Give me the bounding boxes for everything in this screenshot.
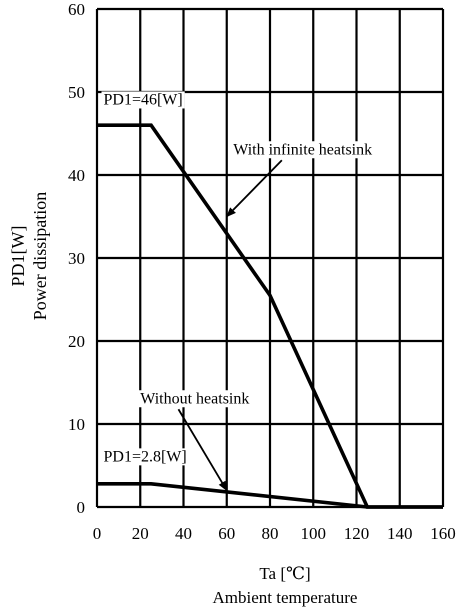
y-tick-label: 30 xyxy=(68,249,85,268)
series-layer xyxy=(97,123,443,509)
y-axis-title: PD1[W] xyxy=(8,226,28,287)
annotation-with-infinite-heatsink: With infinite heatsink xyxy=(233,141,372,158)
y-tick-label: 50 xyxy=(68,83,85,102)
annotation-arrow xyxy=(226,159,283,218)
x-tick-label: 120 xyxy=(344,524,370,543)
grid xyxy=(95,7,445,509)
annotation-background xyxy=(231,141,375,159)
x-axis-title: Ta [℃] xyxy=(259,564,310,583)
x-tick-label: 20 xyxy=(132,524,149,543)
y-tick-label: 40 xyxy=(68,166,85,185)
annotation-pd1-46w: PD1=46[W] xyxy=(103,91,182,108)
series-line-without-heatsink xyxy=(97,481,443,509)
annotation-without-heatsink: Without heatsink xyxy=(140,390,249,407)
y-tick-label: 60 xyxy=(68,0,85,19)
annotation-arrow xyxy=(177,408,228,492)
annotation-pd1-2-8w: PD1=2.8[W] xyxy=(103,448,186,465)
tick-labels: 0 20 40 60 80 100 120 140 160 0 10 20 30 40 50 60 xyxy=(68,0,456,543)
annotations: PD1=46[W] With infinite heatsink Without h… xyxy=(101,91,375,492)
y-tick-label: 10 xyxy=(68,415,85,434)
x-tick-label: 140 xyxy=(387,524,413,543)
x-tick-label: 80 xyxy=(262,524,279,543)
annotation-background xyxy=(101,448,189,466)
x-tick-label: 0 xyxy=(93,524,102,543)
x-tick-label: 100 xyxy=(301,524,327,543)
x-axis-subtitle: Ambient temperature xyxy=(213,588,358,607)
y-axis-subtitle: Power dissipation xyxy=(30,192,50,321)
annotation-background xyxy=(138,390,252,408)
x-tick-label: 40 xyxy=(175,524,192,543)
y-tick-label: 0 xyxy=(77,498,86,517)
x-tick-label: 160 xyxy=(430,524,456,543)
y-tick-label: 20 xyxy=(68,332,85,351)
annotation-background xyxy=(101,91,185,109)
x-tick-label: 60 xyxy=(218,524,235,543)
